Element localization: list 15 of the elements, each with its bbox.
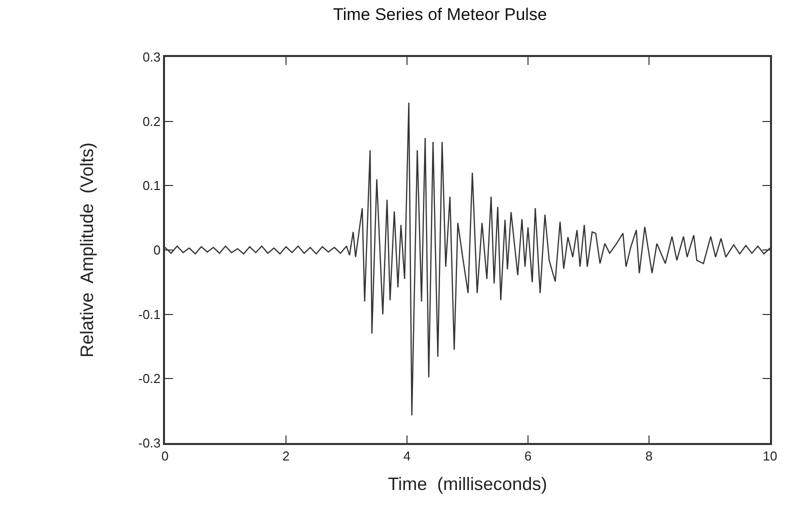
y-tick-label: 0.2 [142, 114, 161, 129]
y-tick-label: 0.3 [142, 50, 161, 65]
y-tick-label: 0 [153, 242, 161, 258]
x-tick-label: 2 [282, 448, 290, 464]
x-tick-label: 10 [762, 448, 778, 464]
x-tick-label: 4 [403, 448, 411, 464]
x-axis-title: Time (milliseconds) [388, 474, 548, 494]
y-tick-label: -0.2 [138, 371, 161, 386]
y-tick-label: 0.1 [142, 178, 161, 194]
y-tick-label: -0.3 [138, 436, 161, 451]
x-tick-label: 6 [524, 448, 532, 464]
x-tick-label: 8 [645, 448, 653, 464]
y-axis-title: Relative Amplitude (Volts) [76, 142, 97, 358]
chart-title: Time Series of Meteor Pulse [333, 4, 547, 24]
y-tick-label: -0.1 [138, 306, 161, 322]
